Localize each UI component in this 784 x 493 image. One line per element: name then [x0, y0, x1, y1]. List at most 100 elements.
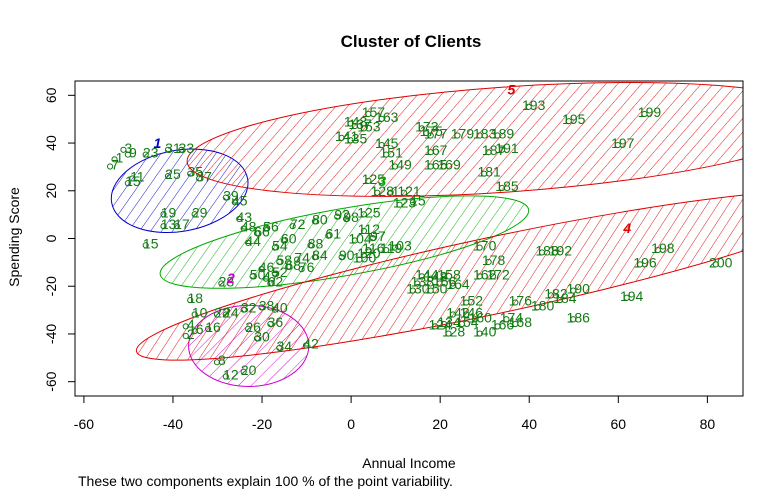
data-point: 200 — [709, 254, 733, 270]
data-point: 112 — [358, 221, 381, 237]
point-label: 168 — [509, 314, 533, 330]
point-marker — [458, 320, 465, 328]
data-point: 45 — [231, 192, 248, 208]
data-point: 16 — [204, 319, 221, 335]
point-marker — [614, 141, 621, 149]
point-label: 140 — [473, 324, 497, 340]
point-marker — [485, 149, 492, 156]
point-marker — [369, 235, 376, 242]
point-marker — [196, 175, 203, 182]
point-marker — [641, 110, 648, 118]
data-point: 34 — [276, 338, 292, 354]
point-marker — [503, 316, 510, 323]
data-point: 48 — [240, 219, 257, 235]
point-marker — [231, 199, 238, 206]
data-point: 146 — [460, 304, 484, 320]
data-point: 134 — [437, 314, 461, 330]
point-marker — [271, 270, 278, 278]
point-marker — [164, 146, 172, 153]
point-marker — [636, 261, 644, 268]
data-point: 191 — [495, 140, 519, 156]
data-point: 19 — [160, 204, 177, 220]
point-label: 15 — [410, 192, 426, 208]
data-point: 25 — [164, 166, 181, 182]
point-marker — [351, 122, 359, 130]
point-label: 184 — [553, 290, 577, 306]
point-label: 68 — [285, 257, 301, 273]
data-point: 175 — [420, 123, 444, 139]
data-point: 24 — [222, 304, 239, 320]
point-label: 15 — [125, 173, 141, 189]
point-marker — [173, 223, 180, 230]
point-label: 47 — [263, 269, 279, 285]
point-label: 167 — [424, 142, 448, 158]
data-point: 195 — [562, 111, 586, 127]
cluster-ellipses — [110, 82, 743, 387]
point-label: 28 — [219, 273, 235, 289]
point-label: 125 — [362, 171, 386, 187]
data-point: 123 — [393, 195, 417, 211]
data-point: 125 — [357, 204, 381, 220]
point-label: 6 — [196, 321, 204, 337]
point-marker — [351, 237, 359, 244]
point-label: 130 — [406, 281, 430, 297]
point-marker — [400, 189, 408, 196]
data-point: 140 — [473, 324, 497, 340]
point-label: 1 — [116, 149, 124, 165]
data-point: 4 — [182, 316, 195, 332]
point-label: 152 — [460, 293, 484, 309]
data-point: 13 — [160, 216, 177, 232]
point-marker — [106, 163, 114, 170]
y-axis-label: Spending Score — [6, 187, 22, 287]
point-marker — [245, 239, 252, 246]
data-point: 103 — [388, 238, 412, 254]
data-point: 128 — [442, 324, 466, 340]
point-label: 11 — [130, 168, 145, 184]
data-point: 52 — [271, 264, 288, 280]
data-point: 182 — [544, 285, 568, 301]
point-label: 157 — [362, 104, 386, 120]
data-point: 90 — [338, 247, 355, 263]
point-label: 200 — [709, 254, 733, 270]
data-point: 28 — [218, 273, 235, 289]
point-marker — [476, 132, 483, 139]
point-label: 116 — [362, 240, 385, 256]
point-marker — [240, 306, 247, 313]
data-point: 138 — [411, 273, 435, 289]
point-marker — [213, 311, 221, 318]
point-label: 61 — [326, 226, 342, 242]
point-label: 72 — [290, 216, 306, 232]
point-label: 30 — [254, 328, 270, 344]
point-label: 66 — [254, 223, 270, 239]
point-marker — [191, 311, 198, 318]
data-point: 11 — [129, 168, 145, 184]
point-label: 190 — [567, 281, 591, 297]
point-marker — [178, 146, 185, 153]
data-point: 32 — [240, 300, 257, 316]
point-marker — [427, 275, 434, 282]
point-label: 198 — [651, 240, 675, 256]
point-marker — [311, 254, 319, 261]
point-label: 176 — [509, 293, 533, 309]
point-marker — [481, 170, 488, 177]
data-point: 116 — [362, 240, 385, 256]
point-marker — [512, 299, 519, 306]
x-tick-label: 80 — [700, 416, 716, 432]
point-label: 193 — [522, 97, 546, 113]
point-label: 3 — [125, 140, 133, 156]
point-marker — [623, 294, 630, 301]
y-tick-label: 60 — [43, 87, 59, 103]
point-marker — [302, 342, 310, 349]
data-point: 20 — [240, 362, 257, 378]
point-label: 32 — [241, 300, 257, 316]
data-point: 3 — [120, 140, 133, 156]
point-label: 97 — [370, 228, 386, 244]
point-marker — [182, 332, 189, 340]
point-label: 62 — [268, 273, 284, 289]
point-label: 31 — [165, 140, 181, 156]
data-point: 88 — [307, 235, 323, 251]
point-marker — [476, 273, 483, 280]
point-marker — [440, 163, 448, 170]
point-marker — [391, 163, 399, 170]
